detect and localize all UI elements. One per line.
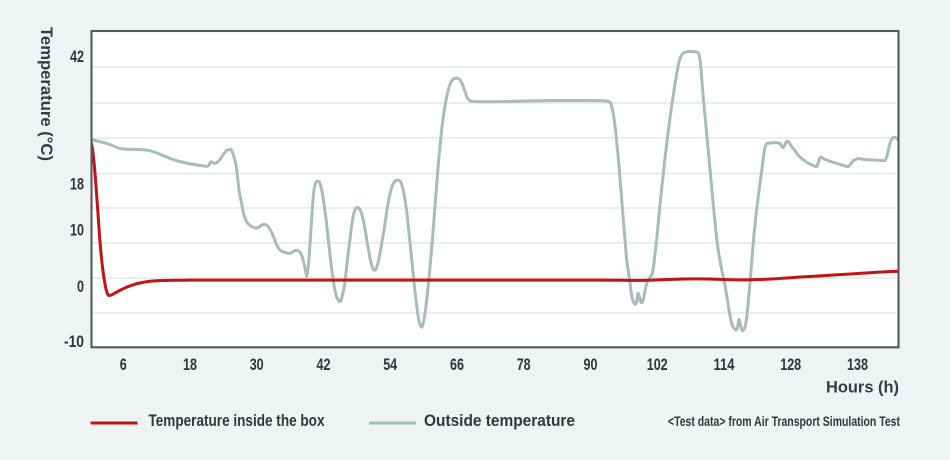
svg-text:30: 30 <box>250 355 264 374</box>
svg-text:42: 42 <box>70 48 84 66</box>
svg-text:66: 66 <box>450 355 464 374</box>
svg-text:18: 18 <box>70 175 84 193</box>
svg-text:-10: -10 <box>64 333 84 351</box>
svg-text:42: 42 <box>317 355 331 374</box>
svg-text:<Test data> from Air Transport: <Test data> from Air Transport Simulatio… <box>668 414 900 429</box>
svg-text:114: 114 <box>714 355 735 374</box>
svg-text:Temperature inside the box: Temperature inside the box <box>149 411 325 430</box>
svg-text:90: 90 <box>584 355 598 374</box>
svg-text:Hours (h): Hours (h) <box>826 378 899 397</box>
svg-text:78: 78 <box>517 355 531 374</box>
svg-text:Outside temperature: Outside temperature <box>424 411 575 430</box>
svg-text:18: 18 <box>183 355 197 374</box>
svg-text:0: 0 <box>77 278 84 296</box>
svg-text:10: 10 <box>70 222 84 240</box>
svg-text:102: 102 <box>647 355 668 374</box>
svg-text:6: 6 <box>120 355 127 374</box>
svg-text:Temperature (°C): Temperature (°C) <box>37 27 56 161</box>
svg-text:138: 138 <box>847 355 868 374</box>
svg-text:54: 54 <box>383 355 397 374</box>
svg-text:128: 128 <box>780 355 801 374</box>
